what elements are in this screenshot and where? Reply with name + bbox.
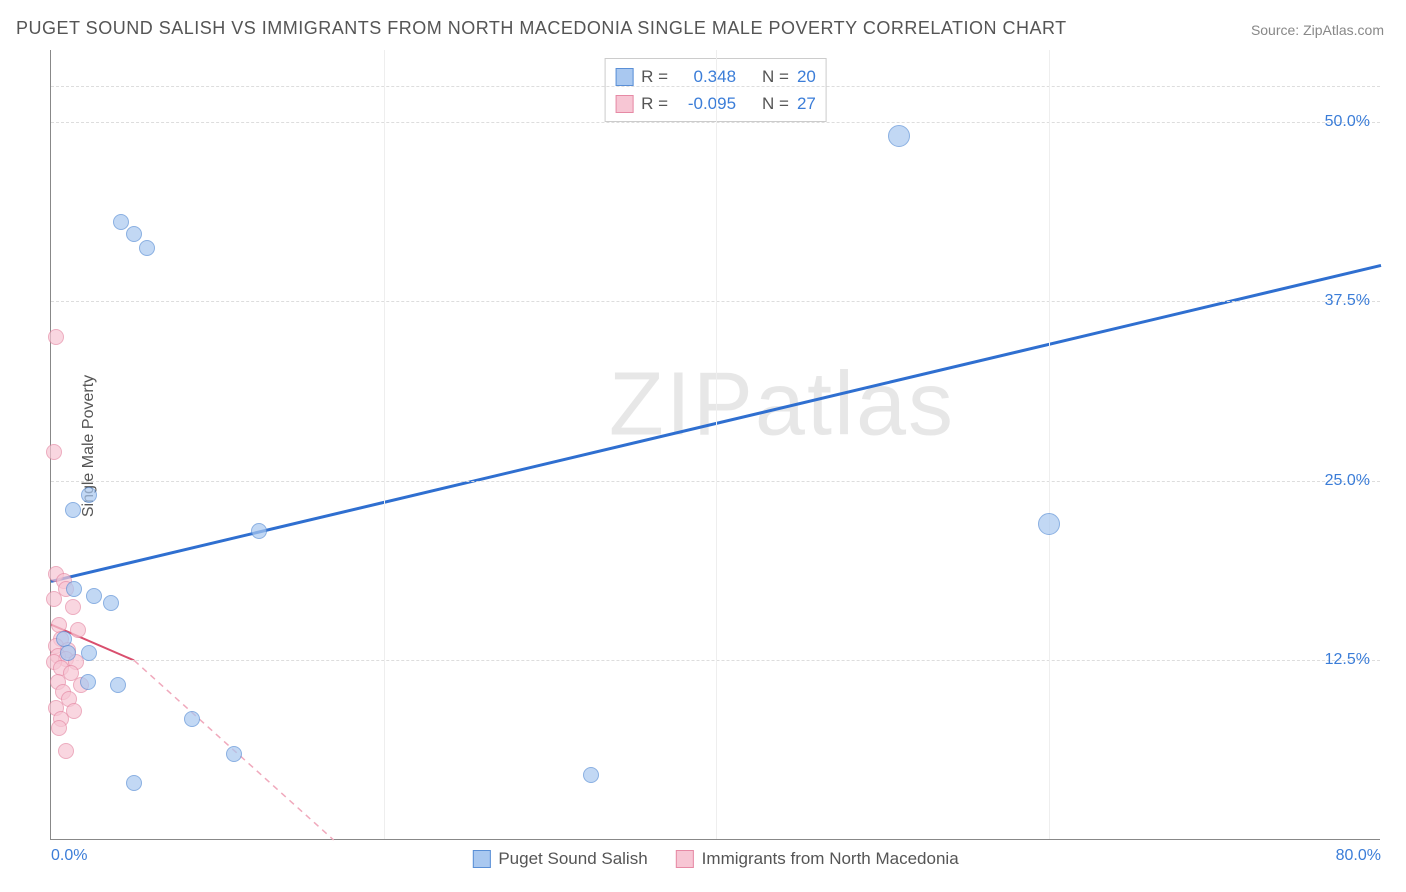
scatter-point — [56, 631, 72, 647]
x-tick-label-max: 80.0% — [1336, 847, 1381, 865]
scatter-point — [86, 588, 102, 604]
legend-label-2: Immigrants from North Macedonia — [702, 849, 959, 869]
grid-line-v — [716, 50, 717, 839]
scatter-point — [81, 645, 97, 661]
scatter-point — [81, 487, 97, 503]
scatter-point — [66, 581, 82, 597]
scatter-point — [583, 767, 599, 783]
legend-series: Puget Sound Salish Immigrants from North… — [472, 849, 958, 869]
x-tick-label-min: 0.0% — [51, 847, 87, 865]
scatter-point — [113, 214, 129, 230]
scatter-point — [103, 595, 119, 611]
grid-line-v — [384, 50, 385, 839]
legend-item-2: Immigrants from North Macedonia — [676, 849, 959, 869]
plot-area: ZIPatlas R = 0.348 N = 20 R = -0.095 N =… — [50, 50, 1380, 840]
scatter-point — [126, 775, 142, 791]
y-tick-label: 12.5% — [1325, 651, 1370, 669]
swatch-pink-icon — [676, 850, 694, 868]
y-tick-label: 50.0% — [1325, 113, 1370, 131]
scatter-point — [139, 240, 155, 256]
swatch-blue-icon — [472, 850, 490, 868]
chart-title: PUGET SOUND SALISH VS IMMIGRANTS FROM NO… — [16, 18, 1067, 39]
y-tick-label: 25.0% — [1325, 472, 1370, 490]
scatter-point — [46, 591, 62, 607]
grid-line-v — [1049, 50, 1050, 839]
scatter-point — [888, 125, 910, 147]
scatter-point — [58, 743, 74, 759]
scatter-point — [46, 444, 62, 460]
scatter-point — [184, 711, 200, 727]
scatter-point — [110, 677, 126, 693]
scatter-point — [1038, 513, 1060, 535]
scatter-point — [80, 674, 96, 690]
scatter-point — [48, 329, 64, 345]
scatter-point — [51, 720, 67, 736]
scatter-point — [65, 599, 81, 615]
legend-item-1: Puget Sound Salish — [472, 849, 647, 869]
scatter-point — [60, 645, 76, 661]
scatter-point — [126, 226, 142, 242]
scatter-point — [251, 523, 267, 539]
scatter-point — [65, 502, 81, 518]
y-tick-label: 37.5% — [1325, 292, 1370, 310]
scatter-point — [226, 746, 242, 762]
source-attribution: Source: ZipAtlas.com — [1251, 22, 1384, 38]
legend-label-1: Puget Sound Salish — [498, 849, 647, 869]
